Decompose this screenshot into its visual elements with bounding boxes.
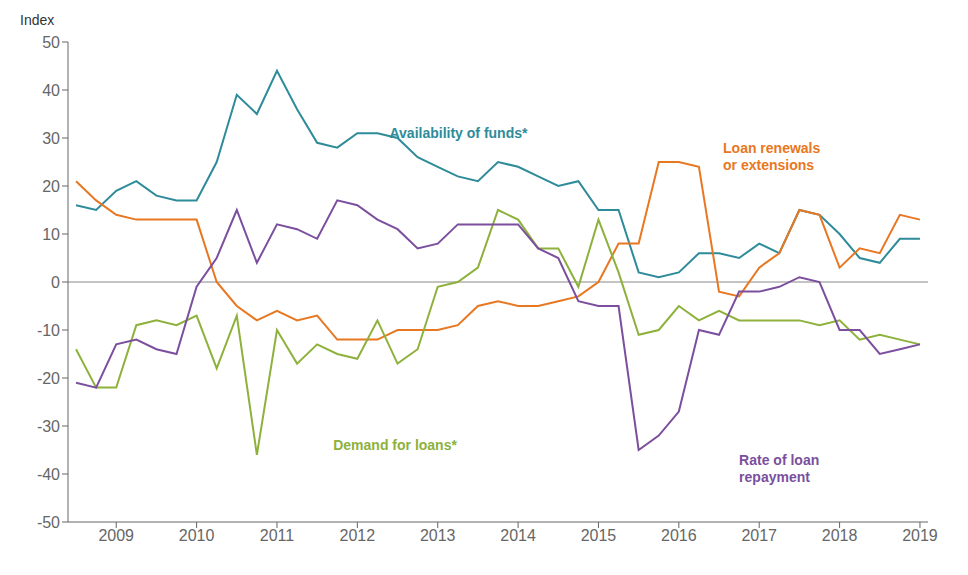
svg-text:2013: 2013	[420, 527, 456, 544]
svg-text:2012: 2012	[340, 527, 376, 544]
svg-text:10: 10	[42, 226, 60, 243]
svg-text:50: 50	[42, 34, 60, 51]
svg-text:-30: -30	[37, 418, 60, 435]
svg-text:Demand for loans*: Demand for loans*	[333, 438, 457, 454]
svg-text:40: 40	[42, 82, 60, 99]
svg-text:2014: 2014	[500, 527, 536, 544]
svg-text:30: 30	[42, 130, 60, 147]
svg-text:2018: 2018	[822, 527, 858, 544]
svg-text:2017: 2017	[741, 527, 777, 544]
svg-text:2019: 2019	[902, 527, 938, 544]
svg-text:2009: 2009	[98, 527, 134, 544]
svg-text:2010: 2010	[179, 527, 215, 544]
svg-text:-50: -50	[37, 514, 60, 531]
svg-text:2016: 2016	[661, 527, 697, 544]
svg-text:Availability of funds*: Availability of funds*	[389, 126, 527, 142]
svg-text:2015: 2015	[581, 527, 617, 544]
svg-text:0: 0	[51, 274, 60, 291]
svg-text:20: 20	[42, 178, 60, 195]
svg-text:-40: -40	[37, 466, 60, 483]
svg-text:Rate of loanrepayment: Rate of loanrepayment	[739, 452, 819, 485]
svg-text:-20: -20	[37, 370, 60, 387]
html-text:Index: Index	[20, 12, 55, 28]
svg-text:-10: -10	[37, 322, 60, 339]
svg-text:Loan renewalsor extensions: Loan renewalsor extensions	[723, 140, 820, 173]
svg-text:2011: 2011	[260, 527, 295, 544]
